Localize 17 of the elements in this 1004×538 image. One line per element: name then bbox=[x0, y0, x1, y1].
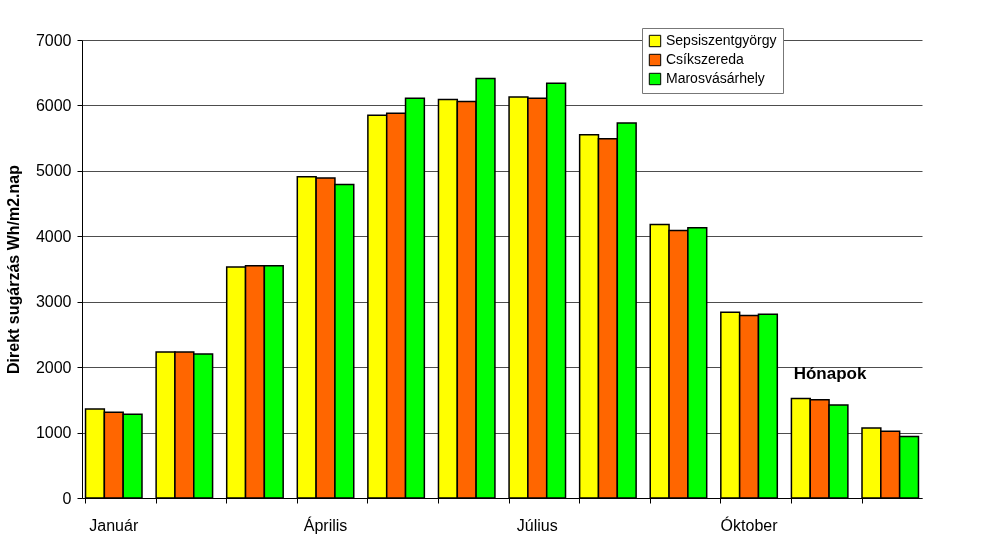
y-tick-label: 4000 bbox=[35, 227, 72, 245]
y-tick-label: 6000 bbox=[35, 96, 72, 114]
legend-label: Marosvásárhely bbox=[666, 70, 765, 86]
y-tick-label: 2000 bbox=[35, 358, 72, 376]
legend-label: Csíkszereda bbox=[666, 51, 745, 67]
x-tick-label: Óktober bbox=[720, 515, 779, 534]
y-tick-label: 3000 bbox=[35, 293, 72, 311]
x-tick-label: Január bbox=[89, 516, 139, 534]
legend-label: Sepsiszentgyörgy bbox=[666, 32, 777, 48]
y-axis-title: Direkt sugárzás Wh/m2.nap bbox=[4, 164, 22, 374]
y-tick-label: 1000 bbox=[35, 424, 72, 442]
y-tick-label: 0 bbox=[62, 489, 72, 507]
y-tick-label: 7000 bbox=[35, 31, 72, 49]
x-tick-label: Április bbox=[303, 515, 348, 534]
y-tick-label: 5000 bbox=[35, 162, 72, 180]
x-axis-title: Hónapok bbox=[793, 364, 867, 383]
x-tick-label: Július bbox=[516, 516, 558, 534]
